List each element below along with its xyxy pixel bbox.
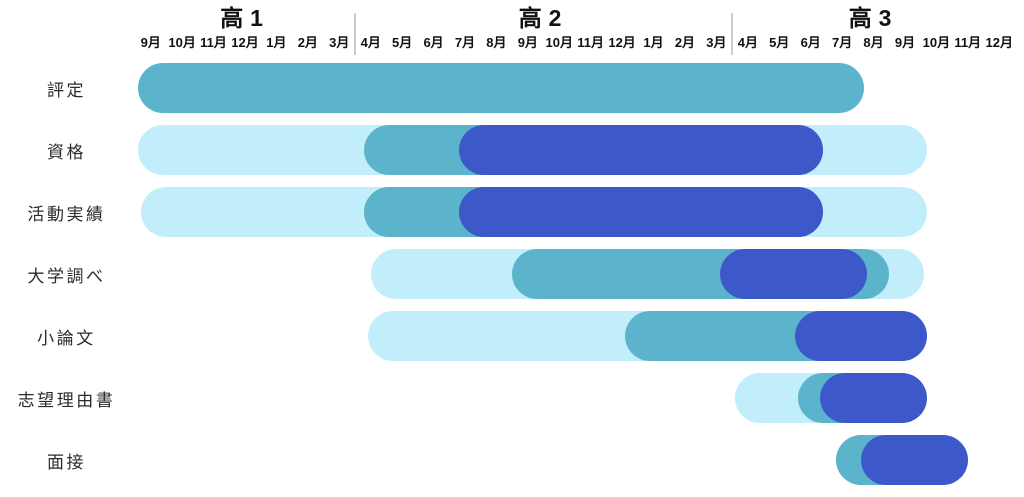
month-label: 2月: [674, 35, 696, 50]
gantt-bar-peak: [458, 125, 824, 175]
term-divider: [354, 13, 356, 55]
month-label: 1月: [266, 35, 287, 50]
month-label: 12月: [608, 35, 636, 50]
month-label: 9月: [140, 35, 161, 50]
row-label: 活動実績: [27, 204, 106, 224]
month-label: 9月: [894, 35, 916, 50]
month-label: 9月: [517, 35, 538, 50]
gantt-bar-peak: [719, 249, 868, 299]
month-label: 11月: [954, 35, 982, 50]
month-label: 4月: [737, 35, 758, 50]
month-label: 6月: [423, 35, 444, 50]
month-label: 11月: [577, 35, 605, 50]
row-label: 資格: [46, 142, 87, 162]
month-label: 7月: [832, 35, 853, 50]
month-label: 5月: [392, 35, 413, 50]
month-label: 10月: [168, 35, 196, 50]
row-label: 小論文: [37, 328, 96, 348]
term-label: 高1: [220, 5, 270, 31]
month-label: 8月: [863, 35, 884, 50]
month-label: 10月: [922, 35, 951, 50]
gantt-bar-peak: [861, 435, 968, 485]
month-label: 12月: [985, 35, 1013, 50]
month-labels-row: 4月 5月 6月 7月 8月 9月 10月 11月 12月: [732, 34, 1015, 52]
row-label: 評定: [46, 80, 87, 100]
term-section: 高3 4月 5月 6月 7月 8月 9月 10月 11月 12月: [732, 4, 1015, 52]
term-divider: [731, 13, 734, 55]
row-label: 大学調べ: [27, 266, 106, 286]
term-section: 高2 4月 5月 6月 7月 8月 9月 10月 11月 12月 1月 2月 3月: [355, 4, 732, 52]
month-label: 10月: [545, 35, 573, 50]
term-label: 高3: [848, 5, 899, 31]
month-labels-row: 4月 5月 6月 7月 8月 9月 10月 11月 12月 1月 2月 3月: [355, 34, 732, 52]
month-label: 3月: [706, 35, 727, 50]
row-label: 志望理由書: [17, 390, 116, 410]
month-label: 11月: [200, 35, 227, 50]
month-label: 3月: [329, 35, 350, 50]
gantt-bar-peak: [795, 311, 927, 361]
month-label: 6月: [800, 35, 821, 50]
month-label: 4月: [360, 35, 381, 50]
month-label: 2月: [297, 35, 318, 50]
month-label: 8月: [486, 35, 507, 50]
month-label: 12月: [231, 35, 259, 50]
gantt-bar-active: [138, 63, 865, 113]
row-label: 面接: [46, 452, 87, 472]
term-label: 高2: [518, 5, 569, 31]
month-label: 1月: [643, 35, 664, 50]
term-section: 高1 9月 10月 11月 12月 1月 2月 3月: [135, 4, 355, 52]
gantt-bar-peak: [820, 373, 927, 423]
month-label: 5月: [769, 35, 790, 50]
gantt-bar-peak: [458, 187, 824, 237]
month-labels-row: 9月 10月 11月 12月 1月 2月 3月: [135, 34, 355, 52]
month-label: 7月: [454, 35, 476, 50]
